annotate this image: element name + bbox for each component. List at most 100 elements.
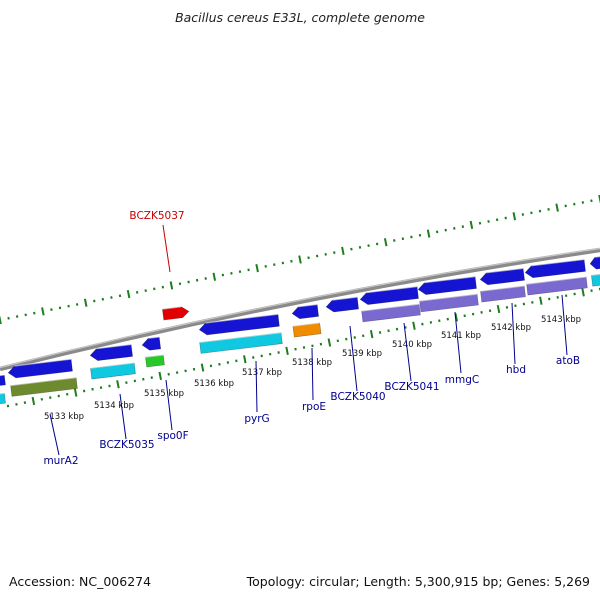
gene-arrow-atoB-shine — [531, 258, 585, 267]
gene-label-rpoE: rpoE — [302, 401, 326, 413]
outer-major-tick — [212, 272, 217, 281]
outer-tick-ring — [0, 194, 600, 325]
gene-arrow-pyrG — [198, 313, 280, 336]
feature-block-left-edge-shine — [0, 392, 5, 395]
inner-major-tick — [496, 304, 501, 314]
outer-major-tick — [555, 203, 559, 212]
gene-label-BCZK5035: BCZK5035 — [99, 439, 154, 451]
gene-arrow-spo0F-shine — [148, 336, 160, 339]
gene-arrow-right-edge — [589, 256, 600, 270]
inner-major-tick — [200, 363, 205, 372]
outer-major-tick — [169, 281, 174, 290]
gene-arrow-pyrG-shine — [205, 313, 279, 324]
gene-arrow-left-edge-shine — [0, 374, 5, 377]
feature-block-purple-1-shine — [361, 303, 420, 312]
gene-arrow-BCZK5035-shine — [96, 343, 132, 350]
kbp-label: 5137 kbp — [242, 368, 282, 378]
genome-backbone-highlight — [0, 247, 600, 369]
gene-label-leader-mmgC — [454, 311, 462, 374]
gene-label-BCZK5037: BCZK5037 — [129, 210, 184, 222]
accession-label: Accession: NC_006274 — [9, 574, 152, 589]
gene-label-leader-pyrG — [255, 360, 258, 413]
feature-block-right-edge-shine — [591, 273, 600, 276]
kbp-label: 5136 kbp — [194, 379, 234, 389]
gene-label-spo0F: spo0F — [157, 430, 188, 442]
map-title: Bacillus cereus E33L, complete genome — [175, 10, 425, 25]
gene-arrow-hbd-shine — [486, 267, 524, 274]
gene-label-murA2: murA2 — [43, 455, 78, 467]
inner-major-tick — [581, 288, 585, 297]
inner-major-tick — [243, 355, 247, 364]
outer-major-tick — [83, 298, 88, 307]
genome-backbone — [0, 247, 600, 372]
kbp-label: 5142 kbp — [491, 323, 531, 333]
kbp-label: 5140 kbp — [392, 340, 432, 350]
feature-block-cyan-1-shine — [90, 362, 135, 369]
outer-major-tick — [298, 255, 302, 264]
kbp-label: 5139 kbp — [342, 349, 382, 359]
feature-block-purple-2 — [419, 293, 479, 313]
feature-block-olive-shine — [10, 377, 77, 387]
gene-arrow-right-edge-shine — [594, 255, 600, 258]
gene-label-leader-rpoE — [311, 347, 314, 401]
gene-label-leader-atoB — [561, 294, 568, 356]
feature-labels: 5133 kbp 5134 kbp 5135 kbp 5136 kbp 5137 kbp… — [43, 210, 581, 467]
gene-arrow-BCZK5037-shine — [162, 306, 182, 310]
feature-block-cyan-2 — [199, 332, 283, 354]
feature-block-purple-1 — [361, 303, 421, 323]
feature-block-green-shine — [145, 354, 164, 358]
gene-arrow-left-edge — [0, 374, 6, 386]
gene-label-atoB: atoB — [556, 355, 580, 367]
inner-major-tick — [31, 396, 36, 406]
gene-arrow-rpoE — [291, 304, 319, 320]
outer-major-tick — [41, 307, 45, 316]
feature-block-cyan-2-shine — [199, 332, 282, 343]
feature-block-purple-2-shine — [419, 293, 478, 302]
inner-major-tick — [412, 321, 416, 330]
inner-major-tick — [539, 296, 543, 305]
feature-block-orange-shine — [292, 322, 320, 327]
kbp-label: 5135 kbp — [144, 389, 184, 399]
gene-label-leader-BCZK5035 — [119, 393, 127, 440]
kbp-label: 5143 kbp — [541, 315, 581, 325]
inner-major-tick — [158, 371, 162, 381]
gene-label-leader-murA2 — [49, 413, 60, 456]
genome-summary: Topology: circular; Length: 5,300,915 bp… — [246, 574, 590, 589]
gene-label-leader-spo0F — [165, 379, 173, 431]
feature-block-purple-4-shine — [526, 276, 587, 285]
gene-arrow-BCZK5041-shine — [366, 286, 418, 294]
feature-block-purple-4 — [526, 276, 588, 296]
gene-label-leader-hbd — [511, 302, 516, 365]
outer-major-tick — [0, 315, 2, 325]
kbp-label: 5134 kbp — [94, 401, 134, 411]
inner-major-tick — [116, 380, 120, 389]
gene-arrow-spo0F — [141, 336, 162, 351]
gene-arrow-mmgC-shine — [424, 276, 476, 284]
outer-major-tick — [255, 264, 259, 273]
gene-label-pyrG: pyrG — [244, 413, 269, 425]
inner-tick-ring — [6, 287, 600, 408]
gene-arrow-murA2-shine — [14, 358, 72, 367]
kbp-label: 5141 kbp — [441, 331, 481, 341]
feature-block-left-edge — [0, 392, 6, 405]
gene-label-leader-BCZK5040 — [349, 325, 358, 392]
gene-label-BCZK5041: BCZK5041 — [384, 381, 439, 393]
gene-label-leader-BCZK5037 — [162, 224, 171, 273]
inner-major-tick — [73, 388, 78, 397]
gene-label-hbd: hbd — [506, 364, 526, 376]
gene-label-mmgC: mmgC — [445, 374, 479, 386]
gene-arrow-rpoE-shine — [298, 303, 318, 308]
gene-arrow-murA2 — [7, 358, 73, 379]
feature-track — [0, 255, 600, 405]
outer-major-tick — [512, 212, 517, 221]
outer-major-tick — [469, 220, 474, 230]
inner-major-tick — [327, 338, 332, 347]
inner-major-tick — [285, 346, 289, 355]
gene-label-BCZK5040: BCZK5040 — [330, 391, 385, 403]
feature-block-purple-3-shine — [480, 285, 525, 292]
outer-major-tick — [383, 238, 388, 247]
outer-major-tick — [341, 246, 345, 255]
gene-label-leader-BCZK5041 — [403, 322, 412, 382]
gene-arrow-BCZK5040-shine — [332, 296, 358, 301]
